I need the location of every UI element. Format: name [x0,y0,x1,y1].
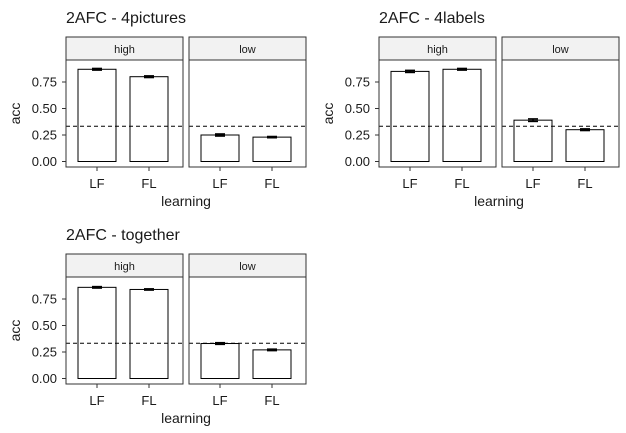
panel-border [188,276,307,385]
bar-LF [200,134,240,162]
facet-low: low LF FL [188,36,307,191]
bar-FL [565,129,605,162]
facet-strip-label: high [114,261,135,273]
x-axis-title: learning [161,193,211,209]
x-axis-title: learning [161,410,211,426]
chart-1: 2AFC - 4pictures 0.00 0.25 0.50 0.75 acc high L… [7,10,307,209]
y-tick-label: 0.25 [345,128,370,143]
x-tick-label: LF [89,176,104,191]
y-tick-label: 0.00 [32,154,57,169]
bar-LF [200,343,240,379]
chart-title: 2AFC - together [66,227,181,244]
facet-strip-label: low [552,44,569,56]
x-tick-label: LF [89,393,104,408]
y-tick-label: 0.50 [32,101,57,116]
facet-high: high LF FL [65,253,184,408]
y-tick-label: 0.75 [32,292,57,307]
chart-2: 2AFC - 4labels 0.00 0.25 0.50 0.75 acc high LF F… [320,10,620,209]
x-axis-title: learning [474,193,524,209]
bar-FL [252,349,292,380]
bar-LF [77,286,117,379]
y-axis-title: acc [320,103,336,125]
y-tick-label: 0.00 [345,154,370,169]
y-tick-label: 0.25 [32,345,57,360]
x-tick-label: FL [264,176,279,191]
bar-FL [129,76,169,162]
bar-FL [442,68,482,162]
x-tick-label: FL [264,393,279,408]
chart-title: 2AFC - 4pictures [66,10,186,27]
x-tick-label: LF [212,393,227,408]
x-tick-label: FL [454,176,469,191]
facet-low: low LF FL [188,253,307,408]
x-tick-label: LF [402,176,417,191]
facet-strip-label: low [239,261,256,273]
facet-strip-label: high [427,44,448,56]
x-tick-label: FL [577,176,592,191]
panel-border [378,59,497,168]
y-tick-label: 0.75 [32,75,57,90]
y-tick-label: 0.75 [345,75,370,90]
bar-FL [129,288,169,379]
panel-border [501,59,620,168]
y-tick-label: 0.50 [32,318,57,333]
panel-border [65,276,184,385]
bar-LF [390,70,430,162]
x-tick-label: LF [212,176,227,191]
y-axis-title: acc [7,103,23,125]
x-tick-label: FL [141,176,156,191]
facet-high: high LF FL [378,36,497,191]
y-axis-title: acc [7,320,23,342]
bar-FL [252,136,292,162]
chart-title: 2AFC - 4labels [379,10,485,27]
x-tick-label: FL [141,393,156,408]
bar-LF [513,119,553,163]
panel-border [188,59,307,168]
chart-3: 2AFC - together 0.00 0.25 0.50 0.75 acc high LF… [7,227,307,426]
x-tick-label: LF [525,176,540,191]
facet-strip-label: low [239,44,256,56]
facet-high: high LF FL [65,36,184,191]
panel-border [65,59,184,168]
y-tick-label: 0.25 [32,128,57,143]
y-tick-label: 0.50 [345,101,370,116]
facet-strip-label: high [114,44,135,56]
facet-low: low LF FL [501,36,620,191]
bar-LF [77,68,117,162]
y-tick-label: 0.00 [32,371,57,386]
